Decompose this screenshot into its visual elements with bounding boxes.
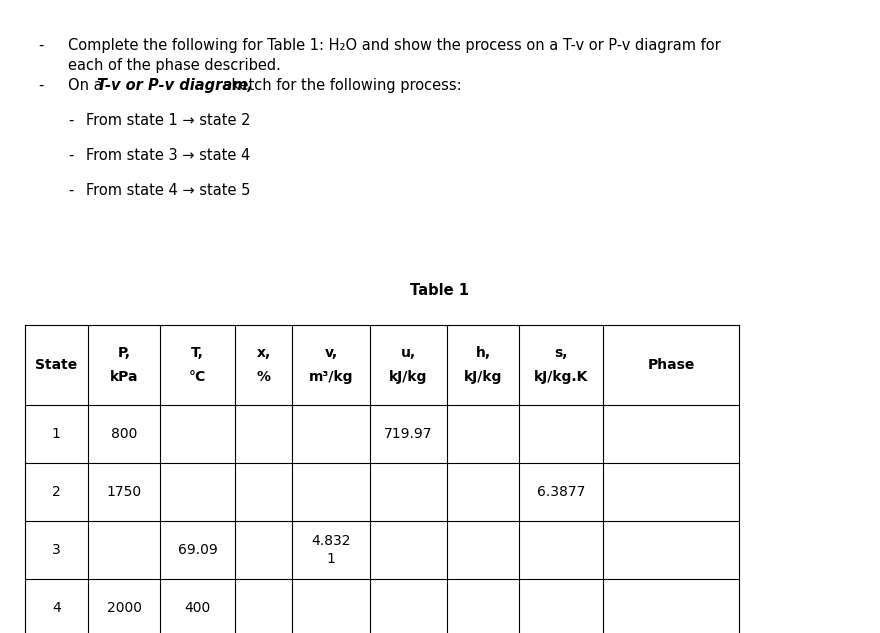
Text: %: %: [257, 370, 270, 384]
Text: 800: 800: [111, 427, 137, 441]
Text: Table 1: Table 1: [410, 283, 470, 298]
Text: kPa: kPa: [110, 370, 138, 384]
Text: -: -: [68, 113, 73, 128]
Text: T-v or P-v diagram,: T-v or P-v diagram,: [98, 78, 253, 93]
Text: From state 1 → state 2: From state 1 → state 2: [86, 113, 251, 128]
Text: 2: 2: [52, 485, 61, 499]
Text: 69.09: 69.09: [178, 543, 217, 557]
Text: sketch for the following process:: sketch for the following process:: [219, 78, 461, 93]
Text: °C: °C: [189, 370, 206, 384]
Text: 3: 3: [52, 543, 61, 557]
Text: kJ/kg.K: kJ/kg.K: [534, 370, 588, 384]
Text: h,: h,: [475, 346, 491, 360]
Text: T,: T,: [191, 346, 204, 360]
Text: 6.3877: 6.3877: [537, 485, 585, 499]
Text: 2000: 2000: [106, 601, 142, 615]
Text: 4: 4: [52, 601, 61, 615]
Text: 4.832: 4.832: [312, 534, 350, 548]
Text: kJ/kg: kJ/kg: [464, 370, 502, 384]
Text: each of the phase described.: each of the phase described.: [68, 58, 281, 73]
Text: 719.97: 719.97: [384, 427, 433, 441]
Text: 1750: 1750: [106, 485, 142, 499]
Text: State: State: [35, 358, 77, 372]
Text: From state 4 → state 5: From state 4 → state 5: [86, 183, 251, 198]
Text: Complete the following for Table 1: H₂O and show the process on a T-v or P-v dia: Complete the following for Table 1: H₂O …: [68, 38, 721, 53]
Text: u,: u,: [400, 346, 416, 360]
Text: -: -: [68, 183, 73, 198]
Text: v,: v,: [325, 346, 337, 360]
Text: kJ/kg: kJ/kg: [389, 370, 428, 384]
Text: P,: P,: [118, 346, 130, 360]
Text: m³/kg: m³/kg: [309, 370, 353, 384]
Text: -: -: [68, 148, 73, 163]
Text: -: -: [38, 38, 43, 53]
Text: -: -: [38, 78, 43, 93]
Text: From state 3 → state 4: From state 3 → state 4: [86, 148, 250, 163]
Text: On a: On a: [68, 78, 107, 93]
Text: x,: x,: [256, 346, 271, 360]
Text: s,: s,: [554, 346, 568, 360]
Text: 1: 1: [52, 427, 61, 441]
Text: Phase: Phase: [648, 358, 694, 372]
Text: 400: 400: [185, 601, 210, 615]
Text: 1: 1: [326, 552, 335, 566]
